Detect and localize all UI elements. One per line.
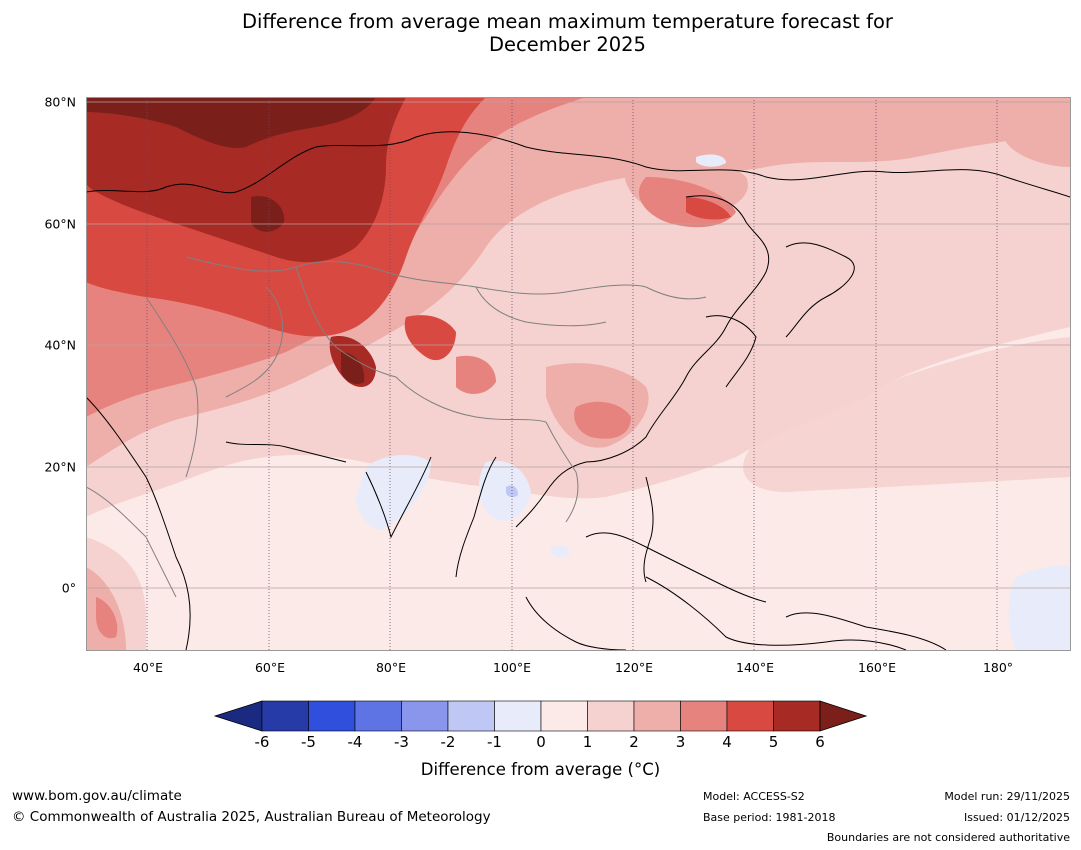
colorbar-segment (354, 700, 402, 732)
colorbar-tick-label: 5 (768, 733, 779, 751)
lat-label-40n: 40°N (44, 337, 76, 353)
anomaly-band-above-6 (86, 97, 376, 384)
anomaly-band-minus-1-0 (356, 154, 1070, 650)
colorbar-segment (494, 700, 542, 732)
country-borders (86, 256, 707, 598)
colorbar-tick-label: -2 (440, 733, 456, 751)
colorbar-segment (726, 700, 774, 732)
colorbar-segment (773, 700, 821, 732)
title-line-1: Difference from average mean maximum tem… (242, 10, 893, 33)
colorbar-tick-label: 6 (815, 733, 825, 751)
colorbar-segment (401, 700, 449, 732)
colorbar-tick-label: -4 (347, 733, 363, 751)
colorbar-tick-label: 1 (582, 733, 593, 751)
colorbar-label: Difference from average (°C) (420, 760, 661, 779)
lat-label-20n: 20°N (44, 459, 76, 475)
lon-label-120e: 120°E (614, 660, 654, 675)
footer-model-run: Model run: 29/11/2025 (944, 790, 1070, 803)
colorbar-segment (587, 700, 635, 732)
colorbar-tick-label: 3 (675, 733, 686, 751)
colorbar-tick-label: 0 (536, 733, 546, 751)
footer-copyright: © Commonwealth of Australia 2025, Austra… (12, 809, 491, 825)
lon-label-100e: 100°E (492, 660, 532, 675)
lon-label-180: 180° (982, 660, 1014, 675)
colorbar-tick-label: -6 (254, 733, 270, 751)
title-line-2: December 2025 (489, 33, 646, 56)
forecast-map (86, 97, 1070, 650)
parallels (86, 101, 1070, 589)
graticule (146, 97, 998, 650)
coastlines (86, 131, 1070, 650)
lon-label-160e: 160°E (857, 660, 897, 675)
lat-label-60n: 60°N (44, 216, 76, 232)
colorbar-segment (308, 700, 356, 732)
colorbar-segment (261, 700, 309, 732)
lon-label-80e: 80°E (375, 660, 407, 675)
lon-label-40e: 40°E (132, 660, 164, 675)
colorbar-tick-label: -1 (487, 733, 502, 751)
anomaly-map-svg (86, 97, 1070, 650)
footer-model: Model: ACCESS-S2 (703, 790, 805, 803)
colorbar-segment (680, 700, 728, 732)
colorbar-tick-label: -5 (301, 733, 316, 751)
colorbar-tick-label: -3 (394, 733, 409, 751)
anomaly-band-minus-2-1 (506, 485, 518, 498)
lat-label-80n: 80°N (44, 94, 76, 110)
lat-label-0: 0° (61, 580, 76, 596)
lon-label-60e: 60°E (254, 660, 286, 675)
lon-label-140e: 140°E (735, 660, 775, 675)
colorbar-segment (540, 700, 588, 732)
footer-base-period: Base period: 1981-2018 (703, 811, 836, 824)
chart-title: Difference from average mean maximum tem… (0, 10, 1081, 56)
colorbar-tick-label: 4 (722, 733, 732, 751)
colorbar-segments (213, 700, 868, 732)
footer-issued: Issued: 01/12/2025 (963, 811, 1070, 824)
footer-disclaimer: Boundaries are not considered authoritat… (826, 831, 1070, 844)
colorbar-segment (633, 700, 681, 732)
colorbar-tick-label: 2 (629, 733, 639, 751)
footer-website: www.bom.gov.au/climate (12, 788, 182, 804)
colorbar-extension-low (213, 700, 263, 732)
colorbar-extension-high (819, 700, 868, 732)
colorbar-segment (447, 700, 495, 732)
